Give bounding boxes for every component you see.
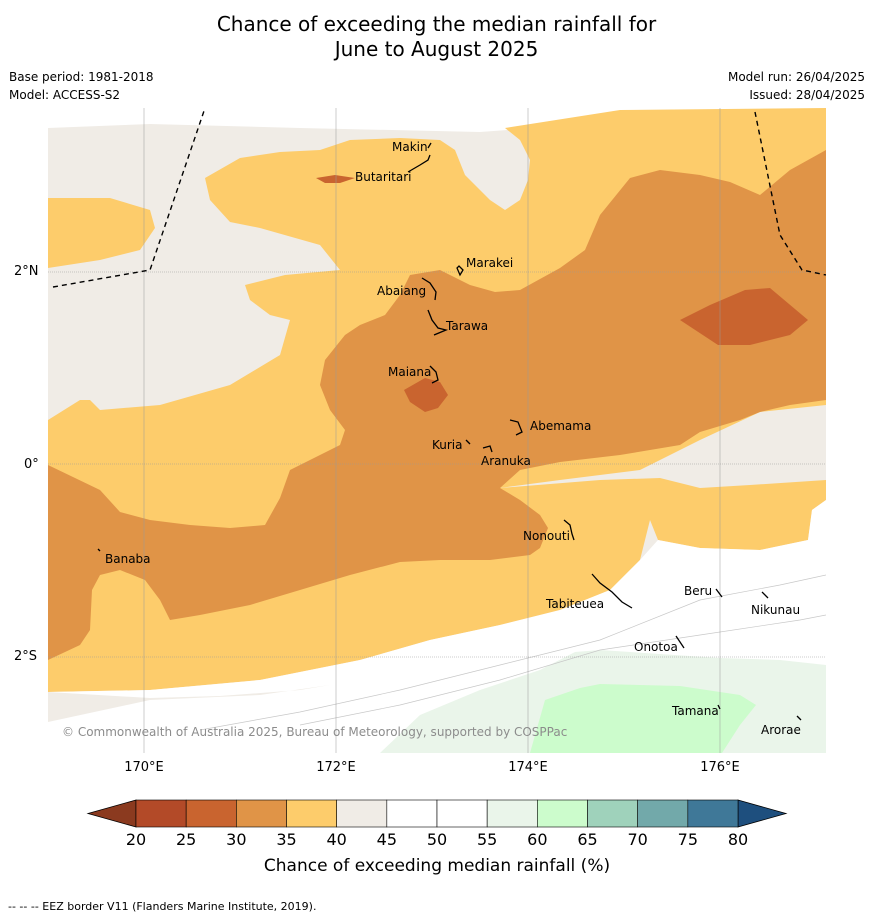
meta-left: Base period: 1981-2018 Model: ACCESS-S2: [9, 68, 154, 104]
island-label-banaba: Banaba: [105, 552, 151, 566]
contour-line-south: [299, 614, 826, 726]
meta-right: Model run: 26/04/2025 Issued: 28/04/2025: [728, 68, 865, 104]
issued-date: Issued: 28/04/2025: [749, 88, 865, 102]
island-label-tarawa: Tarawa: [445, 319, 488, 333]
colorbar-swatch: [135, 799, 187, 828]
lat-label-2s: 2°S: [14, 649, 38, 664]
colorbar-label: Chance of exceeding median rainfall (%): [264, 856, 610, 876]
colorbar-swatch: [185, 799, 237, 828]
model-name: Model: ACCESS-S2: [9, 88, 121, 102]
colorbar: 20 25 30 35 40 45 50 55 60 65 70 75 80: [86, 799, 788, 849]
island-label-kuria: Kuria: [432, 438, 463, 452]
eez-border-east: [754, 111, 826, 276]
colorbar-tick-label: 65: [577, 830, 597, 849]
colorbar-swatch: [486, 799, 538, 828]
colorbar-tick-label: 45: [377, 830, 397, 849]
colorbar-swatch: [687, 799, 739, 828]
band-25-30-north: [316, 175, 355, 183]
island-label-makin: Makin: [392, 140, 428, 154]
colorbar-tick-label: 55: [477, 830, 497, 849]
colorbar-tick-label: 75: [678, 830, 698, 849]
lon-label-172e: 172°E: [316, 760, 356, 775]
island-label-arorae: Arorae: [761, 723, 801, 737]
band-35-40-sw: [48, 448, 290, 530]
lon-label-170e: 170°E: [124, 760, 164, 775]
colorbar-swatch: [386, 799, 438, 828]
island-label-tabiteuea: Tabiteuea: [545, 597, 604, 611]
contour-line-south-2: [199, 574, 826, 731]
colorbar-tick-label: 30: [226, 830, 246, 849]
colorbar-high-extend: [737, 799, 788, 828]
map-title-line2: June to August 2025: [334, 37, 539, 61]
colorbar-tick-label: 25: [176, 830, 196, 849]
copyright-notice: © Commonwealth of Australia 2025, Bureau…: [62, 725, 567, 739]
colorbar-swatch: [537, 799, 588, 828]
lon-label-174e: 174°E: [508, 760, 548, 775]
colorbar-tick-label: 60: [527, 830, 547, 849]
island-label-onotoa: Onotoa: [634, 640, 678, 654]
island-label-maiana: Maiana: [388, 365, 431, 379]
colorbar-tick-label: 20: [126, 830, 146, 849]
island-label-nikunau: Nikunau: [751, 603, 800, 617]
colorbar-low-extend: [86, 799, 137, 828]
map-area: Makin Butaritari Marakei Abaiang Tarawa …: [48, 108, 826, 753]
island-label-aranuka: Aranuka: [481, 454, 531, 468]
colorbar-swatch: [236, 799, 287, 828]
band-60-65: [530, 684, 756, 753]
lat-label-0: 0°: [24, 457, 39, 472]
band-25-30-east: [680, 288, 808, 345]
colorbar-tick-label: 80: [728, 830, 748, 849]
colorbar-swatch: [286, 799, 337, 828]
eez-footer-note: -- -- -- EEZ border V11 (Flanders Marine…: [8, 900, 317, 913]
colorbar-tick-label: 70: [627, 830, 647, 849]
island-label-abemama: Abemama: [530, 419, 591, 433]
lat-label-2n: 2°N: [14, 264, 39, 279]
base-period: Base period: 1981-2018: [9, 70, 154, 84]
island-label-abaiang: Abaiang: [377, 284, 426, 298]
lon-label-176e: 176°E: [700, 760, 740, 775]
band-40-45-sw: [48, 680, 360, 722]
colorbar-swatch: [336, 799, 388, 828]
band-35-40-west: [48, 198, 155, 268]
island-label-tamana: Tamana: [671, 704, 719, 718]
island-label-butaritari: Butaritari: [355, 170, 412, 184]
model-run: Model run: 26/04/2025: [727, 70, 865, 84]
island-label-nonouti: Nonouti: [523, 529, 570, 543]
colorbar-swatch: [587, 799, 638, 828]
colorbar-tick-label: 35: [276, 830, 296, 849]
colorbar-swatch: [436, 799, 488, 828]
island-label-beru: Beru: [684, 584, 712, 598]
colorbar-swatch: [637, 799, 689, 828]
colorbar-tick-label: 40: [326, 830, 346, 849]
graticule: [48, 108, 826, 753]
island-outlines: [97, 142, 802, 721]
island-label-marakei: Marakei: [466, 256, 513, 270]
band-25-30-central: [404, 378, 448, 412]
colorbar-tick-label: 50: [427, 830, 447, 849]
map-title-line1: Chance of exceeding the median rainfall …: [216, 12, 657, 36]
